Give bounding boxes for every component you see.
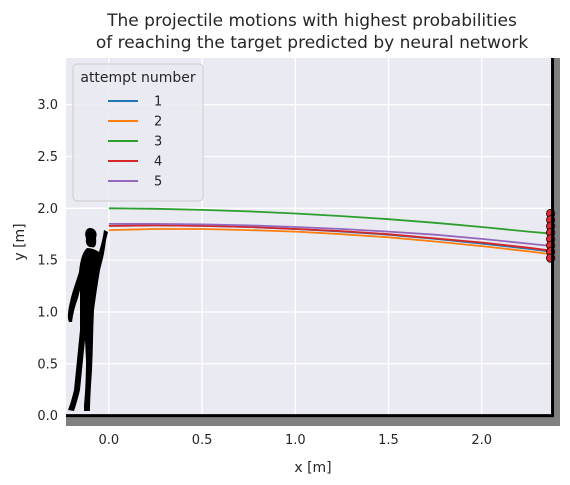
- legend-label-2: 2: [154, 115, 162, 130]
- y-tick-label-3: 1.5: [37, 254, 58, 269]
- legend-label-1: 1: [154, 95, 162, 110]
- x-tick-label-4: 2.0: [471, 433, 492, 448]
- y-tick-label-6: 3.0: [37, 98, 58, 113]
- y-tick-label-4: 2.0: [37, 202, 58, 217]
- legend-title: attempt number: [80, 70, 196, 86]
- x-tick-label-3: 1.5: [378, 433, 399, 448]
- y-tick-labels: 0.0 0.5 1.0 1.5 2.0 2.5 3.0: [37, 98, 58, 424]
- legend-label-4: 4: [154, 155, 162, 170]
- x-tick-label-1: 0.5: [192, 433, 213, 448]
- y-axis-label: y [m]: [12, 223, 28, 260]
- x-tick-labels: 0.0 0.5 1.0 1.5 2.0: [99, 433, 493, 448]
- legend: attempt number 1 2 3 4 5: [73, 64, 203, 201]
- x-tick-label-2: 1.0: [285, 433, 306, 448]
- chart-title-line-2: of reaching the target predicted by neur…: [96, 33, 529, 53]
- chart-title-line-1: The projectile motions with highest prob…: [106, 11, 517, 31]
- x-tick-label-0: 0.0: [99, 433, 120, 448]
- y-tick-label-1: 0.5: [37, 357, 58, 372]
- x-axis-label: x [m]: [294, 460, 331, 476]
- floor-band: [66, 416, 560, 426]
- y-tick-label-2: 1.0: [37, 305, 58, 320]
- y-tick-label-0: 0.0: [37, 409, 58, 424]
- y-tick-label-5: 2.5: [37, 150, 58, 165]
- legend-label-5: 5: [154, 175, 162, 190]
- legend-label-3: 3: [154, 135, 162, 150]
